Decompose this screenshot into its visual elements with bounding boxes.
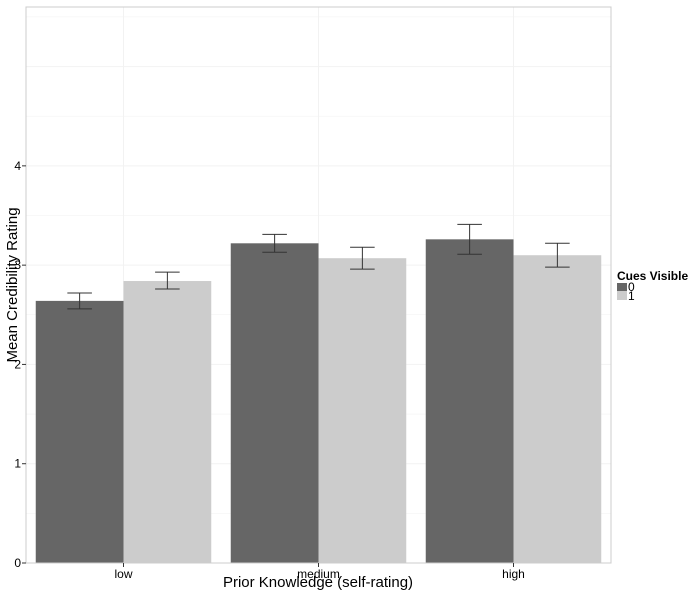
x-axis: low medium high [114, 563, 525, 581]
x-tick-label-high: high [502, 567, 525, 581]
y-axis: 0 1 2 3 4 [14, 159, 26, 570]
legend-label-cues-0: 0 [628, 280, 635, 294]
y-tick-label: 3 [14, 258, 21, 272]
x-tick-label-medium: medium [297, 567, 340, 581]
bar-low-cues-0 [35, 300, 124, 563]
y-axis-label: Mean Credibility Rating [4, 207, 21, 362]
bar-medium-cues-0 [230, 243, 319, 564]
x-tick-label-low: low [114, 567, 132, 581]
error-bars [67, 223, 570, 310]
error-bar-low-cues-1 [155, 271, 180, 290]
bar-high-cues-1 [513, 255, 602, 563]
y-tick-label: 1 [14, 457, 21, 471]
bar-medium-cues-1 [318, 258, 407, 563]
bar-low-cues-1 [123, 281, 212, 563]
error-bar-medium-cues-1 [350, 246, 375, 270]
error-bar-high-cues-0 [457, 223, 482, 255]
error-bar-medium-cues-0 [262, 233, 287, 253]
legend-title: Cues Visible [617, 269, 688, 283]
y-tick-label: 0 [14, 556, 21, 570]
legend-swatch-cues-1 [617, 291, 627, 300]
y-tick-label: 2 [14, 357, 21, 371]
legend-label-cues-1: 1 [628, 289, 635, 303]
x-axis-label: Prior Knowledge (self-rating) [223, 574, 413, 591]
legend-swatch-cues-0 [617, 283, 627, 292]
legend: Cues Visible 0 1 [617, 269, 688, 303]
error-bar-high-cues-1 [545, 242, 570, 268]
error-bar-low-cues-0 [67, 292, 92, 310]
bars [35, 239, 602, 564]
bar-high-cues-0 [425, 239, 514, 564]
y-tick-label: 4 [14, 159, 21, 173]
